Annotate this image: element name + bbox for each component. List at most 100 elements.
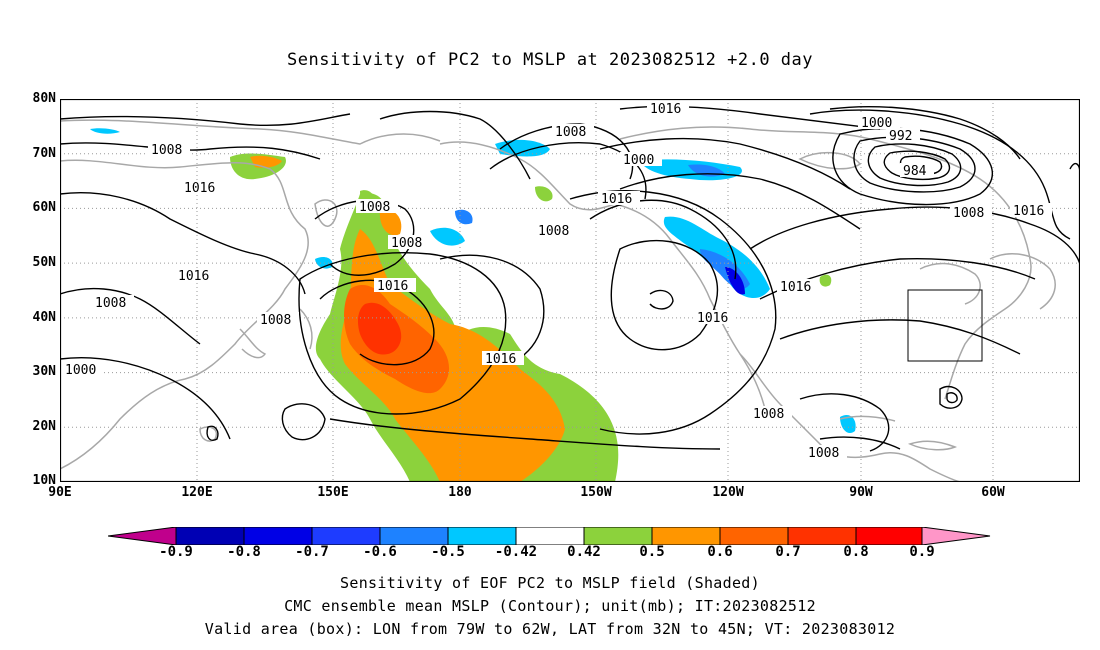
contour-label-text: 1008 [953, 206, 984, 221]
contour-label-text: 1016 [780, 280, 811, 295]
colorbar-bin-10 [787, 527, 857, 545]
colorbar-label: 0.9 [909, 544, 935, 560]
contour-label-text: 1016 [650, 102, 681, 117]
contour-label-text: 1008 [538, 224, 569, 239]
lat-label-60n: 60N [32, 200, 56, 215]
colorbar-label: 0.6 [707, 544, 733, 560]
map-canvas: 1016 1008 1000 992 984 1008 1016 1008 10… [60, 99, 1080, 482]
colorbar-label: -0.42 [494, 544, 538, 560]
contour-label-text: 984 [903, 164, 927, 179]
contour-label-text: 1016 [377, 279, 408, 294]
contour-label-1008-g: 1008 [535, 223, 577, 239]
contour-label-text: 1008 [555, 125, 586, 140]
contour-label-1016-h: 1016 [1010, 203, 1052, 219]
contour-label-text: 1008 [95, 296, 126, 311]
lat-label-40n: 40N [32, 310, 56, 325]
contour-label-1000-b: 1000 [620, 152, 662, 168]
colorbar-label: 0.42 [567, 544, 601, 560]
lon-label-90w: 90W [849, 485, 873, 500]
lat-label-80n: 80N [32, 91, 56, 106]
contour-label-1016-a: 1016 [647, 101, 689, 117]
sensitivity-shading-negative [90, 128, 856, 434]
colorbar-arrow-right [921, 527, 991, 545]
colorbar-bin-5 [447, 527, 517, 545]
colorbar-label: -0.6 [363, 544, 397, 560]
contour-label-1008-b: 1008 [148, 142, 190, 158]
map-title: Sensitivity of PC2 to MSLP at 2023082512… [286, 50, 813, 70]
colorbar-label: -0.5 [431, 544, 465, 560]
contour-label-text: 1008 [808, 446, 839, 461]
contour-label-text: 1016 [601, 192, 632, 207]
colorbar-bin-11 [855, 527, 923, 545]
contour-label-text: 1008 [260, 313, 291, 328]
contour-label-1008-h: 1008 [950, 205, 992, 221]
contour-label-text: 1016 [178, 269, 209, 284]
colorbar-bin-1 [175, 527, 245, 545]
lon-label-150w: 150W [580, 485, 612, 500]
contour-label-1000-a: 1000 [858, 115, 900, 131]
lon-label-90e: 90E [48, 485, 72, 500]
contour-label-text: 1016 [485, 352, 516, 367]
colorbar-arrow-left [108, 527, 177, 545]
lat-label-10n: 10N [32, 473, 56, 488]
valid-area-box [907, 289, 983, 362]
contour-label-1008-e: 1008 [257, 312, 299, 328]
contour-label-text: 1000 [65, 363, 96, 378]
colorbar-label: -0.7 [295, 544, 329, 560]
lon-label-60w: 60W [981, 485, 1005, 500]
colorbar-bin-6 [515, 527, 585, 545]
contour-label-1016-c: 1016 [175, 268, 217, 284]
contour-label-text: 1000 [861, 116, 892, 131]
contour-label-1016-f: 1016 [482, 351, 524, 367]
lon-label-180: 180 [448, 485, 472, 500]
contour-label-1000-c: 1000 [62, 362, 104, 378]
contour-label-1016-b: 1016 [181, 180, 223, 196]
contour-label-984: 984 [900, 163, 934, 179]
colorbar-label: 0.8 [843, 544, 869, 560]
caption-line-1: Sensitivity of EOF PC2 to MSLP field (Sh… [340, 574, 760, 592]
contour-label-text: 1016 [697, 311, 728, 326]
colorbar-bin-2 [243, 527, 313, 545]
contour-label-text: 1016 [1013, 204, 1044, 219]
contour-label-text: 1008 [391, 236, 422, 251]
map-border [60, 99, 1080, 482]
contour-label-1008-f: 1008 [388, 235, 430, 251]
contour-label-1016-e: 1016 [374, 278, 416, 294]
contour-label-1016-i: 1016 [777, 279, 819, 295]
caption-line-3: Valid area (box): LON from 79W to 62W, L… [204, 620, 896, 638]
colorbar-label: 0.7 [775, 544, 801, 560]
map-panel: 1016 1008 1000 992 984 1008 1016 1008 10… [60, 99, 1080, 482]
colorbar-bin-9 [719, 527, 789, 545]
contour-label-1008-a: 1008 [552, 124, 594, 140]
contour-label-1008-c: 1008 [356, 199, 398, 215]
contour-label-1008-i: 1008 [750, 406, 792, 422]
contour-label-1016-g: 1016 [694, 310, 736, 326]
colorbar-bin-8 [651, 527, 721, 545]
colorbar-label: 0.5 [639, 544, 665, 560]
lat-label-70n: 70N [32, 146, 56, 161]
colorbar-label: -0.8 [227, 544, 261, 560]
contour-label-1008-j: 1008 [805, 445, 847, 461]
lon-label-120e: 120E [181, 485, 213, 500]
lat-label-50n: 50N [32, 255, 56, 270]
contour-label-1016-d: 1016 [598, 191, 640, 207]
colorbar-bin-7 [583, 527, 653, 545]
lat-label-20n: 20N [32, 419, 56, 434]
contour-labels: 1016 1008 1000 992 984 1008 1016 1008 10… [62, 101, 1052, 461]
lat-label-30n: 30N [32, 364, 56, 379]
contour-label-text: 1008 [753, 407, 784, 422]
contour-label-992: 992 [886, 128, 920, 144]
lon-label-120w: 120W [712, 485, 744, 500]
contour-label-text: 1016 [184, 181, 215, 196]
colorbar-bin-3 [311, 527, 381, 545]
colorbar-label: -0.9 [159, 544, 193, 560]
colorbar [108, 527, 991, 545]
contour-label-text: 992 [889, 129, 912, 144]
contour-label-text: 1008 [359, 200, 390, 215]
contour-label-1008-d: 1008 [92, 295, 134, 311]
colorbar-bin-4 [379, 527, 449, 545]
caption-line-2: CMC ensemble mean MSLP (Contour); unit(m… [284, 597, 816, 615]
lon-label-150e: 150E [317, 485, 349, 500]
contour-label-text: 1008 [151, 143, 182, 158]
contour-label-text: 1000 [623, 153, 654, 168]
